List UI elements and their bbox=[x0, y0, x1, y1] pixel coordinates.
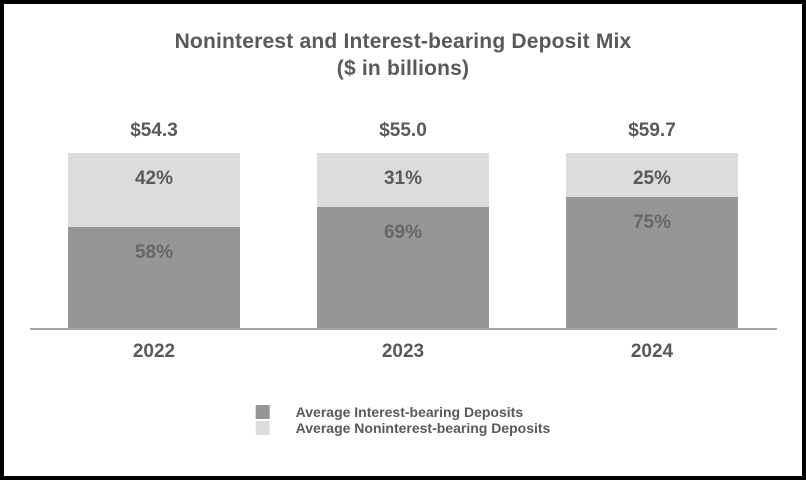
legend-item-noninterest: Average Noninterest-bearing Deposits bbox=[255, 419, 551, 436]
bar-column-2022: $54.3 42% 58% 2022 bbox=[68, 120, 240, 362]
legend-swatch-interest bbox=[255, 404, 270, 419]
bar-2022: 42% 58% bbox=[68, 153, 240, 328]
chart-title-block: Noninterest and Interest-bearing Deposit… bbox=[4, 28, 802, 82]
year-label-2024: 2024 bbox=[630, 341, 674, 362]
total-label-2022: $54.3 bbox=[130, 120, 178, 141]
segment-interest-2022: 58% bbox=[68, 226, 240, 328]
legend: Average Interest-bearing Deposits Average… bbox=[255, 403, 551, 436]
segment-interest-2023: 69% bbox=[317, 207, 489, 328]
segment-noninterest-2022: 42% bbox=[68, 153, 240, 227]
total-label-2024: $59.7 bbox=[628, 120, 676, 141]
segment-noninterest-2024: 25% bbox=[566, 153, 738, 197]
legend-label-interest: Average Interest-bearing Deposits bbox=[295, 403, 524, 420]
segment-noninterest-2023: 31% bbox=[317, 153, 489, 208]
bar-2024: 25% 75% bbox=[566, 153, 738, 328]
legend-swatch-noninterest bbox=[255, 420, 270, 435]
plot-area: $54.3 42% 58% 2022 $55.0 31% 69% 2023 $59.7 25% 75… bbox=[68, 120, 738, 362]
bar-column-2024: $59.7 25% 75% 2024 bbox=[566, 120, 738, 362]
segment-interest-2024: 75% bbox=[566, 196, 738, 328]
chart-title: Noninterest and Interest-bearing Deposit… bbox=[174, 30, 632, 53]
legend-item-interest: Average Interest-bearing Deposits bbox=[255, 403, 551, 420]
year-label-2023: 2023 bbox=[381, 341, 425, 362]
bar-2023: 31% 69% bbox=[317, 153, 489, 328]
bar-column-2023: $55.0 31% 69% 2023 bbox=[317, 120, 489, 362]
total-label-2023: $55.0 bbox=[379, 120, 427, 141]
legend-label-noninterest: Average Noninterest-bearing Deposits bbox=[295, 419, 551, 436]
x-axis-line bbox=[30, 328, 777, 330]
chart-subtitle: ($ in billions) bbox=[336, 57, 470, 80]
year-label-2022: 2022 bbox=[132, 341, 176, 362]
